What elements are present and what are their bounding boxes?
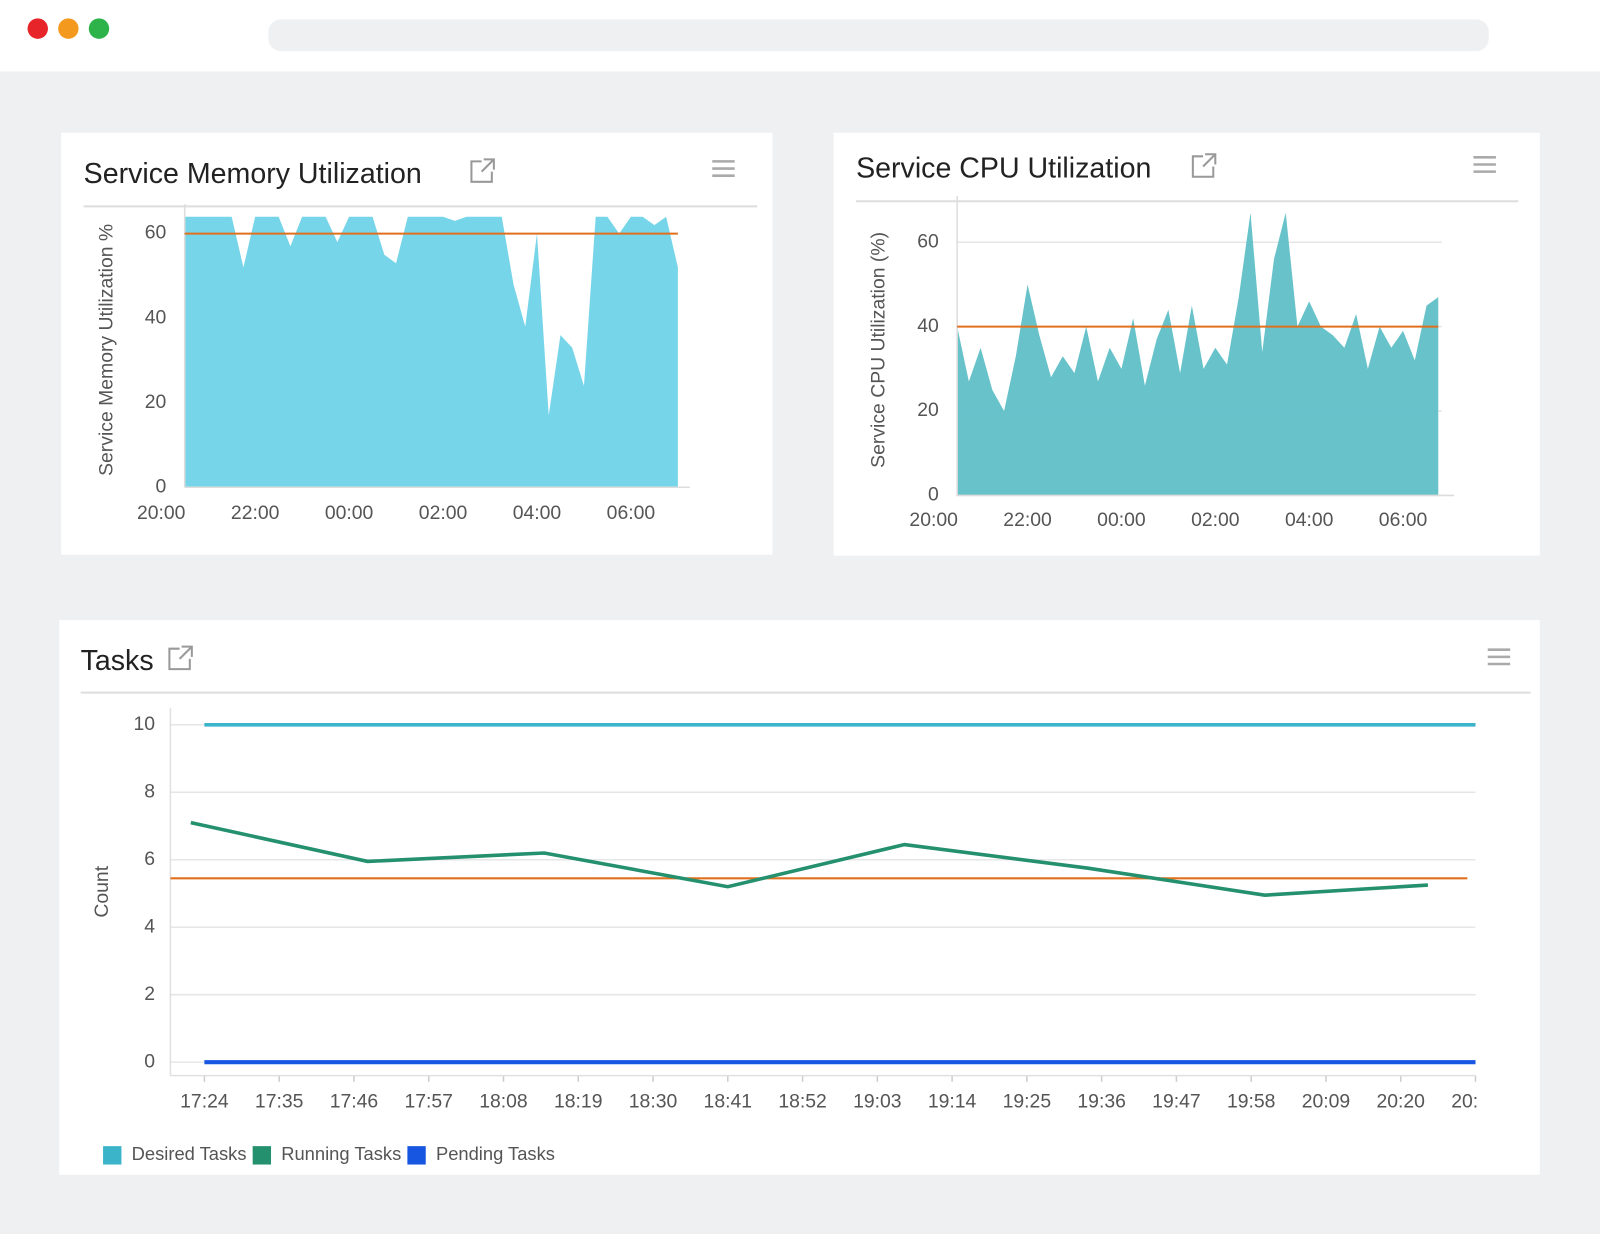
y-tick-label: 40 (917, 315, 939, 337)
x-tick-label: 18:19 (554, 1090, 602, 1112)
x-tick-label: 18:30 (629, 1090, 678, 1112)
axis-title: Service CPU Utilization (%) (868, 232, 890, 468)
legend-label: Pending Tasks (436, 1143, 555, 1164)
legend-swatch (253, 1146, 271, 1164)
axis-title: Count (91, 865, 113, 917)
y-tick-label: 60 (917, 230, 939, 252)
area (185, 217, 678, 488)
x-tick-label: 18:08 (479, 1090, 527, 1112)
chart-title: Service Memory Utilization (84, 158, 422, 190)
y-tick-label: 20 (145, 391, 167, 413)
x-tick-label: 19:03 (853, 1090, 901, 1112)
x-tick-label: 18:41 (704, 1090, 752, 1112)
x-tick-label: 00:00 (1097, 509, 1146, 531)
x-tick-label: 18:52 (778, 1090, 826, 1112)
chart-title: Service CPU Utilization (856, 153, 1151, 185)
x-tick-label: 04:00 (1285, 509, 1334, 531)
y-tick-label: 60 (145, 222, 167, 244)
x-tick-label: 20:09 (1302, 1090, 1350, 1112)
x-tick-label: 17:57 (404, 1090, 452, 1112)
x-tick-label: 20:00 (909, 509, 958, 531)
y-tick-label: 20 (917, 399, 939, 421)
y-tick-label: 0 (928, 484, 939, 506)
y-tick-label: 40 (145, 306, 167, 328)
x-tick-label: 19:58 (1227, 1090, 1275, 1112)
maximize-dot[interactable] (89, 18, 109, 38)
x-tick-label: 22:00 (1003, 509, 1052, 531)
x-tick-label: 06:00 (1379, 509, 1428, 531)
y-tick-label: 0 (144, 1050, 155, 1072)
x-tick-label: 00:00 (325, 502, 374, 524)
x-tick-label: 04:00 (513, 502, 562, 524)
x-tick-label: 19:36 (1077, 1090, 1125, 1112)
x-tick-label: 17:35 (255, 1090, 303, 1112)
legend-label: Running Tasks (281, 1143, 401, 1164)
x-tick-label: 02:00 (1191, 509, 1240, 531)
y-tick-label: 2 (144, 983, 155, 1005)
address-bar[interactable] (268, 19, 1488, 51)
y-tick-label: 0 (156, 475, 167, 497)
chart-title: Tasks (81, 645, 154, 677)
x-tick-label: 17:24 (180, 1090, 229, 1112)
x-tick-label: 20:20 (1377, 1090, 1426, 1112)
y-tick-label: 6 (144, 848, 155, 870)
y-tick-label: 4 (144, 915, 155, 937)
close-dot[interactable] (28, 18, 48, 38)
axis-title: Service Memory Utilization % (95, 224, 117, 476)
x-tick-label: 02:00 (419, 502, 468, 524)
legend-swatch (407, 1146, 425, 1164)
legend-swatch (103, 1146, 121, 1164)
x-tick-label: 20:00 (137, 502, 186, 524)
y-tick-label: 10 (134, 713, 156, 735)
x-tick-label: 17:46 (330, 1090, 378, 1112)
x-tick-label: 06:00 (607, 502, 656, 524)
y-tick-label: 8 (144, 780, 155, 802)
x-tick-label: 19:14 (928, 1090, 977, 1112)
legend-label: Desired Tasks (132, 1143, 247, 1164)
x-tick-label: 19:47 (1152, 1090, 1200, 1112)
x-tick-label: 19:25 (1003, 1090, 1051, 1112)
x-tick-label: 22:00 (231, 502, 280, 524)
minimize-dot[interactable] (58, 18, 78, 38)
